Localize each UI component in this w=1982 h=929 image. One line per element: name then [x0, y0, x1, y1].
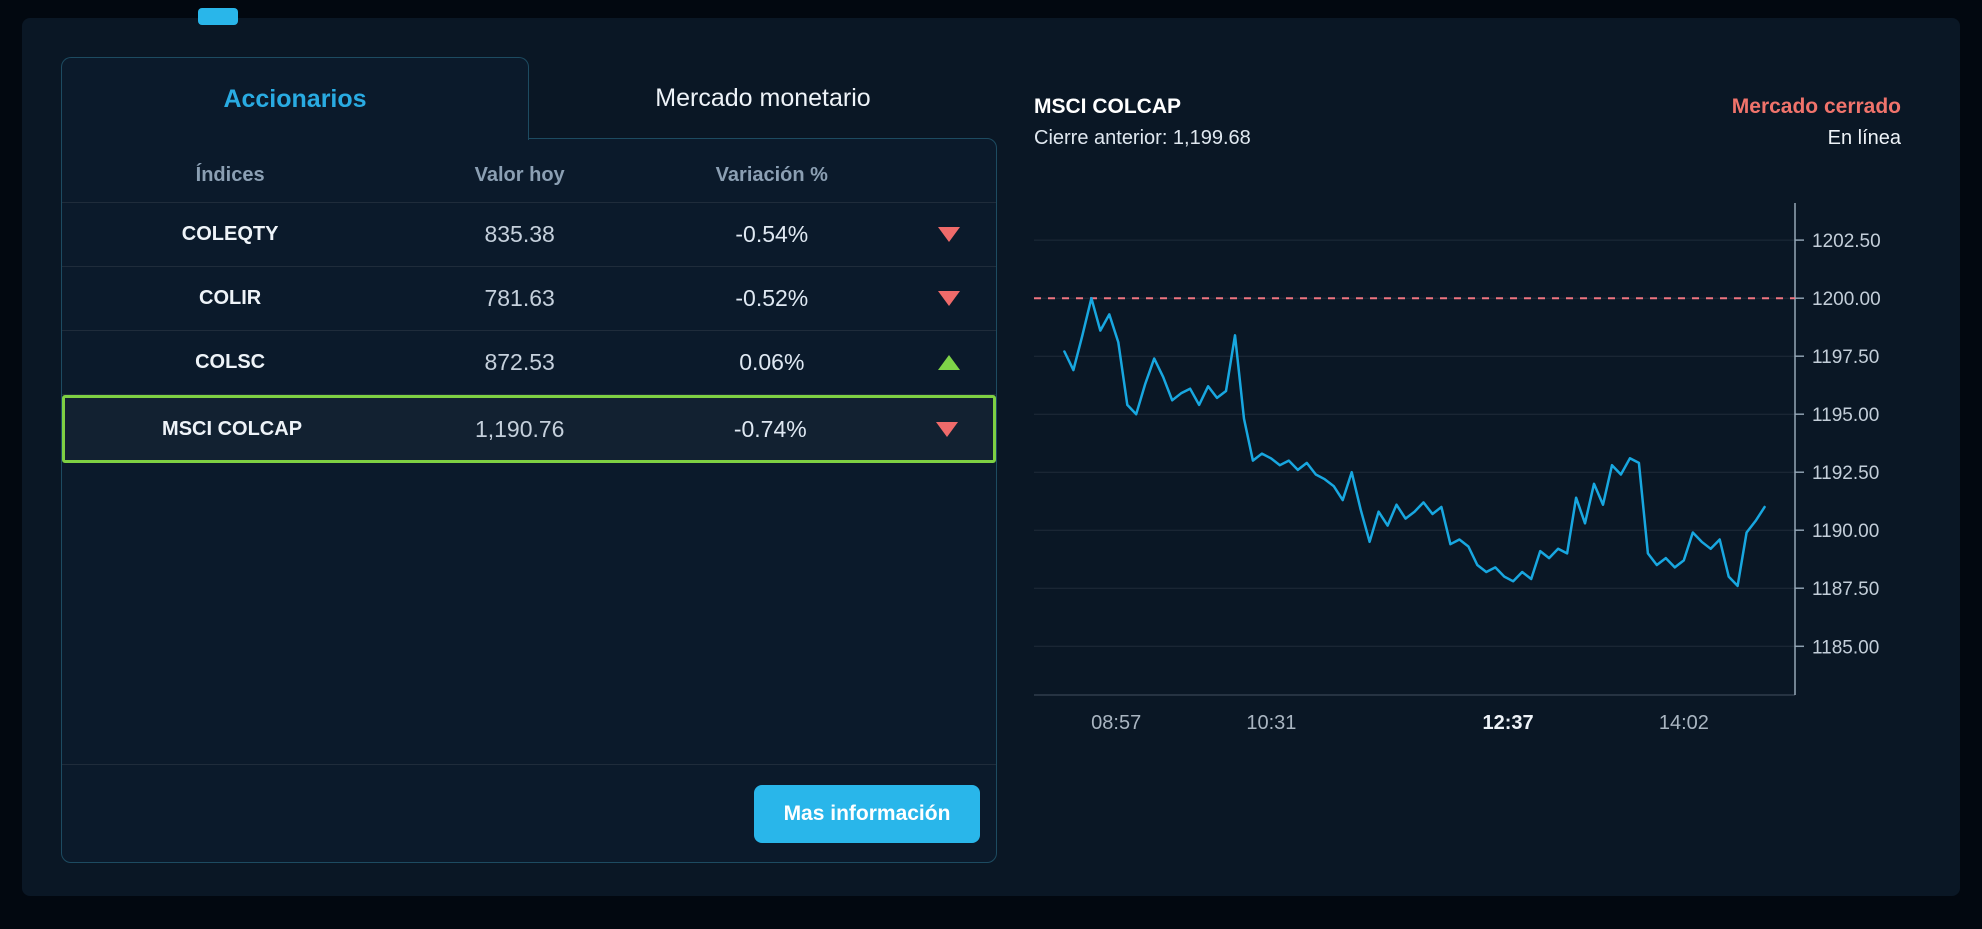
svg-text:10:31: 10:31 — [1246, 712, 1296, 734]
top-accent-tab — [198, 8, 238, 25]
column-header-indices: Índices — [195, 164, 265, 186]
tab-accionarios[interactable]: Accionarios — [61, 57, 529, 140]
index-value: 872.53 — [484, 349, 555, 375]
indices-card: Accionarios Mercado monetario Índices Va… — [61, 57, 997, 863]
up-triangle-icon — [938, 355, 961, 370]
index-variation: 0.06% — [739, 349, 805, 375]
svg-text:1192.50: 1192.50 — [1812, 463, 1879, 484]
column-header-variacion: Variación % — [715, 164, 828, 186]
down-triangle-icon — [935, 421, 958, 437]
svg-text:1202.50: 1202.50 — [1812, 231, 1881, 252]
svg-text:1185.00: 1185.00 — [1812, 637, 1879, 658]
column-header-valor-hoy: Valor hoy — [474, 164, 565, 186]
down-triangle-icon — [938, 227, 961, 242]
price-chart: 1202.50 1200.00 1197.50 1195.00 1192.50 1190.… — [1034, 203, 1881, 734]
svg-text:1200.00: 1200.00 — [1812, 289, 1881, 310]
svg-text:14:02: 14:02 — [1659, 712, 1709, 734]
table-row-msci-colcap[interactable]: MSCI COLCAP 1,190.76 -0.74% — [62, 395, 996, 463]
chart-title: MSCI COLCAP — [1034, 95, 1181, 118]
svg-text:12:37: 12:37 — [1483, 712, 1534, 734]
main-panel: Accionarios Mercado monetario Índices Va… — [22, 18, 1960, 896]
index-value: 1,190.76 — [474, 415, 565, 442]
index-name: COLSC — [195, 351, 266, 373]
index-variation: -0.54% — [735, 221, 809, 247]
index-name: COLEQTY — [181, 223, 279, 245]
indices-table: Índices Valor hoy Variación % COLEQTY 83… — [61, 138, 997, 863]
svg-text:1187.50: 1187.50 — [1812, 579, 1879, 600]
market-closed-status: Mercado cerrado — [1731, 95, 1901, 118]
svg-text:08:57: 08:57 — [1091, 712, 1141, 734]
down-triangle-icon — [938, 291, 961, 306]
card-footer: Mas información — [62, 764, 996, 862]
tab-accionarios-label: Accionarios — [223, 84, 367, 113]
index-name: COLIR — [199, 287, 262, 309]
tab-mercado-monetario[interactable]: Mercado monetario — [529, 57, 997, 139]
table-header-row: Índices Valor hoy Variación % — [62, 139, 996, 203]
price-chart-plot: 1202.50 1200.00 1197.50 1195.00 1192.50 1190.… — [1034, 203, 1944, 743]
table-row-colir[interactable]: COLIR 781.63 -0.52% — [62, 267, 996, 331]
svg-text:1195.00: 1195.00 — [1812, 405, 1879, 426]
table-row-colsc[interactable]: COLSC 872.53 0.06% — [62, 331, 996, 395]
more-info-button[interactable]: Mas información — [754, 784, 980, 843]
svg-text:1190.00: 1190.00 — [1812, 521, 1879, 542]
chart-section: MSCI COLCAP Cierre anterior: 1,199.68 Me… — [1034, 95, 1960, 785]
tab-mercado-monetario-label: Mercado monetario — [655, 83, 871, 112]
table-row-coleqty[interactable]: COLEQTY 835.38 -0.54% — [62, 203, 996, 267]
index-variation: -0.74% — [733, 415, 807, 442]
index-value: 835.38 — [484, 221, 555, 247]
index-variation: -0.52% — [735, 285, 809, 311]
chart-previous-close: Cierre anterior: 1,199.68 — [1034, 127, 1251, 149]
index-name: MSCI COLCAP — [162, 417, 303, 440]
svg-text:1197.50: 1197.50 — [1812, 347, 1879, 368]
online-status: En línea — [1827, 127, 1901, 149]
index-value: 781.63 — [484, 285, 555, 311]
